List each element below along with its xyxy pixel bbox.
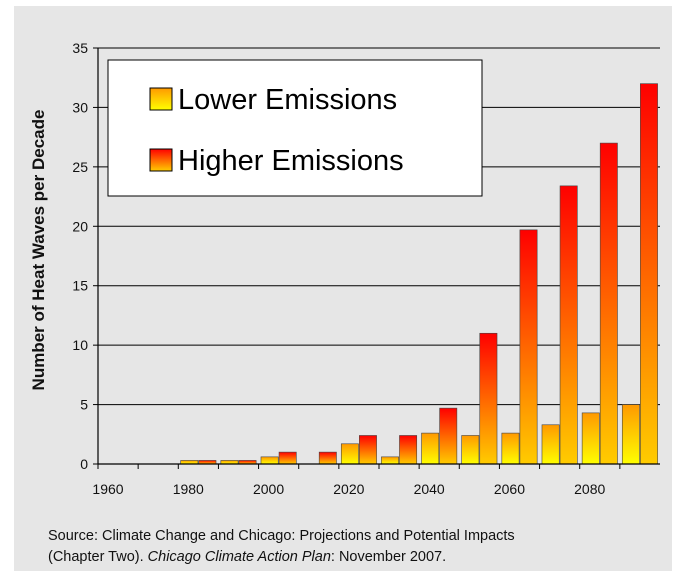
- y-tick-label: 10: [72, 337, 88, 353]
- x-tick-label: 2080: [574, 481, 605, 497]
- bar-higher-2060s: [519, 229, 538, 465]
- y-tick-label: 15: [72, 278, 88, 294]
- bar-lower-2090s: [621, 404, 640, 465]
- bar-lower-2080s: [581, 412, 600, 465]
- y-tick-label: 30: [72, 99, 88, 115]
- bar-higher-2090s: [640, 83, 658, 465]
- bar-higher-2000s: [278, 451, 297, 465]
- y-tick-label: 0: [80, 456, 88, 472]
- bar-lower-2070s: [541, 424, 560, 465]
- caption-line-2-start: (Chapter Two).: [48, 549, 148, 565]
- legend-label-higher-emissions: Higher Emissions: [178, 145, 404, 177]
- x-tick-label: 1980: [173, 481, 204, 497]
- legend-swatch-lower-emissions: [149, 87, 173, 111]
- caption-line-2-end: : November 2007.: [330, 549, 447, 565]
- legend-box: [107, 59, 483, 197]
- bar-higher-2070s: [559, 185, 578, 465]
- y-tick-label: 35: [72, 40, 88, 56]
- bar-higher-2010s: [318, 451, 337, 465]
- bar-higher-2040s: [439, 407, 458, 465]
- x-tick-label: 1960: [92, 481, 123, 497]
- bar-lower-2060s: [501, 432, 520, 465]
- bar-lower-2030s: [381, 456, 399, 465]
- y-tick-label: 5: [80, 397, 88, 413]
- caption-plan-title: Chicago Climate Action Plan: [147, 549, 331, 565]
- y-tick-label: 20: [72, 218, 88, 234]
- bars: [180, 83, 658, 465]
- bar-lower-2020s: [340, 443, 359, 465]
- bar-higher-2020s: [359, 435, 377, 465]
- bar-higher-2050s: [479, 332, 498, 465]
- bar-lower-2040s: [421, 432, 440, 465]
- caption-line-2: (Chapter Two). Chicago Climate Action Pl…: [48, 547, 686, 568]
- bar-lower-2000s: [260, 456, 279, 465]
- y-axis-label: Number of Heat Waves per Decade: [29, 110, 48, 391]
- source-caption: Source: Climate Change and Chicago: Proj…: [48, 526, 686, 568]
- axes: [97, 48, 660, 469]
- x-tick-labels: 1960 1980 2000 2020 2040 2060 2080: [92, 481, 605, 497]
- chart-panel: 0 5 10 15 20 25 30 35 1960 1980 2000 2020 2040 2060 2…: [14, 6, 672, 571]
- legend-swatch-higher-emissions: [149, 148, 173, 172]
- y-tick-label: 25: [72, 159, 88, 175]
- x-tick-label: 2000: [253, 481, 284, 497]
- bar-lower-2050s: [461, 435, 480, 465]
- x-tick-label: 2040: [414, 481, 445, 497]
- caption-line-1: Source: Climate Change and Chicago: Proj…: [48, 528, 515, 544]
- legend-label-lower-emissions: Lower Emissions: [178, 84, 397, 116]
- x-tick-label: 2060: [494, 481, 525, 497]
- bar-higher-2080s: [599, 142, 618, 465]
- legend: Lower Emissions Higher Emissions: [107, 59, 483, 197]
- x-tick-label: 2020: [333, 481, 364, 497]
- y-tick-labels: 0 5 10 15 20 25 30 35: [72, 40, 88, 472]
- bar-higher-2030s: [399, 435, 418, 465]
- chart: 0 5 10 15 20 25 30 35 1960 1980 2000 2020 2040 2060 2…: [29, 40, 660, 497]
